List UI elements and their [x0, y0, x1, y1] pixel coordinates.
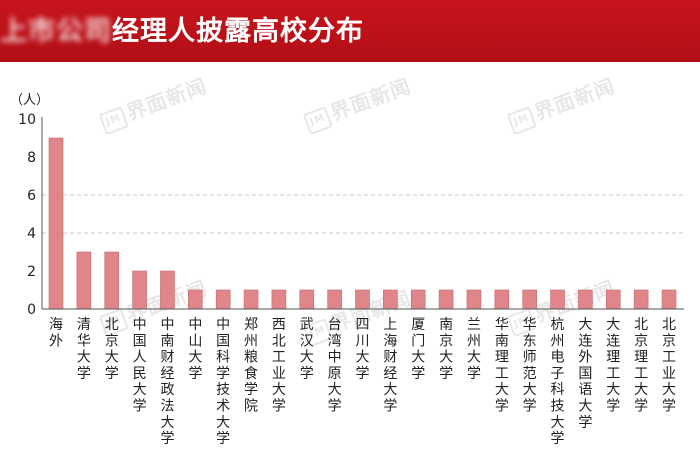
- x-tick-label-13: 厦门大学: [411, 317, 425, 382]
- bar-3: [132, 270, 147, 310]
- x-tick-label-20: 大连理工大学: [606, 317, 620, 415]
- axes: [41, 117, 684, 310]
- chart-title: 上市公司经理人披露高校分布: [0, 12, 364, 52]
- x-tick-label-11: 四川大学: [356, 317, 370, 382]
- bar-21: [633, 289, 649, 310]
- bar-18: [550, 289, 565, 310]
- bar-chart: 0 2 4 6 8 10 海外清华大学北京大学中国人民大学中南财经政法大学中山大学中国科学…: [10, 93, 684, 447]
- bar-4: [160, 270, 175, 310]
- bar-5: [188, 289, 203, 310]
- y-axis-unit-label: （人）: [10, 93, 49, 108]
- x-tick-label-4: 中南财经政法大学: [160, 317, 174, 447]
- bar-1: [76, 251, 92, 310]
- bar-14: [438, 289, 454, 310]
- bar-15: [466, 289, 482, 310]
- bar-22: [661, 289, 677, 310]
- x-tick-label-3: 中国人民大学: [133, 317, 147, 415]
- y-tick-label-6: 6: [27, 188, 36, 204]
- x-tick-label-10: 台湾中原大学: [328, 317, 342, 415]
- bar-7: [243, 289, 259, 310]
- x-tick-label-14: 南京大学: [439, 317, 453, 382]
- bar-13: [410, 289, 426, 310]
- x-tick-label-22: 北京工业大学: [662, 317, 676, 415]
- y-tick-label-2: 2: [27, 264, 36, 280]
- bar-16: [494, 289, 510, 310]
- x-tick-label-6: 中国科学技术大学: [216, 317, 230, 447]
- bar-17: [522, 289, 537, 310]
- x-tick-label-5: 中山大学: [188, 317, 202, 382]
- x-tick-label-9: 武汉大学: [300, 317, 314, 382]
- x-tick-label-21: 北京理工大学: [634, 317, 648, 415]
- y-tick-label-10: 10: [18, 112, 36, 128]
- y-tick-label-4: 4: [27, 226, 36, 242]
- y-tick-label-0: 0: [27, 302, 36, 318]
- x-tick-label-8: 西北工业大学: [272, 317, 286, 415]
- y-tick-labels: 0 2 4 6 8 10: [18, 112, 36, 318]
- title-visible-part: 经理人披露高校分布: [112, 16, 364, 47]
- x-tick-label-12: 上海财经大学: [383, 317, 397, 415]
- bar-10: [327, 289, 342, 310]
- title-bar: 上市公司经理人披露高校分布: [0, 0, 700, 62]
- bar-12: [383, 289, 398, 310]
- title-hidden-part: 上市公司: [0, 16, 112, 47]
- x-tick-label-16: 华南理工大学: [495, 317, 509, 415]
- x-tick-label-15: 兰州大学: [467, 317, 481, 382]
- bars: [48, 137, 677, 310]
- x-tick-label-0: 海外: [49, 317, 63, 349]
- x-tick-label-1: 清华大学: [77, 317, 91, 382]
- x-tick-label-18: 杭州电子科技大学: [551, 317, 565, 447]
- x-tick-label-7: 郑州粮食学院: [244, 317, 258, 415]
- bar-19: [578, 289, 593, 310]
- y-tick-label-8: 8: [27, 150, 36, 166]
- bar-0: [48, 137, 64, 310]
- bar-8: [271, 289, 287, 310]
- x-tick-label-19: 大连外国语大学: [578, 317, 592, 431]
- grid-lines: [42, 194, 684, 234]
- x-tick-label-17: 华东师范大学: [523, 317, 537, 415]
- bar-11: [355, 289, 370, 310]
- x-tick-labels: 海外清华大学北京大学中国人民大学中南财经政法大学中山大学中国科学技术大学郑州粮食…: [49, 317, 676, 447]
- bar-9: [299, 289, 315, 310]
- bar-2: [104, 251, 120, 310]
- bar-6: [215, 289, 231, 310]
- x-tick-label-2: 北京大学: [105, 317, 119, 382]
- bar-20: [605, 289, 621, 310]
